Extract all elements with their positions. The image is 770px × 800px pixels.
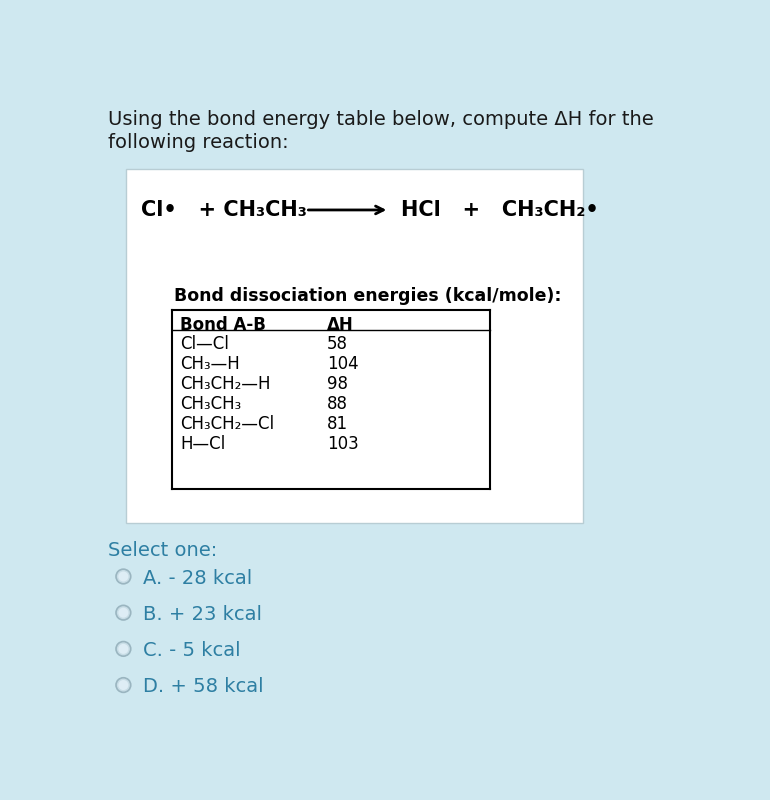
Text: 103: 103	[327, 435, 359, 453]
Text: A. - 28 kcal: A. - 28 kcal	[142, 569, 252, 588]
Text: Select one:: Select one:	[108, 541, 217, 560]
Text: 104: 104	[327, 354, 359, 373]
Text: ΔH: ΔH	[327, 316, 354, 334]
Text: 88: 88	[327, 394, 348, 413]
Text: Bond A-B: Bond A-B	[180, 316, 266, 334]
Text: HCl   +   CH₃CH₂•: HCl + CH₃CH₂•	[401, 200, 598, 220]
Circle shape	[119, 644, 129, 654]
Text: Using the bond energy table below, compute ΔH for the: Using the bond energy table below, compu…	[108, 110, 654, 129]
Text: CH₃—H: CH₃—H	[180, 354, 239, 373]
Text: D. + 58 kcal: D. + 58 kcal	[142, 678, 263, 696]
Circle shape	[116, 678, 131, 692]
Circle shape	[116, 606, 131, 620]
Text: CH₃CH₂—Cl: CH₃CH₂—Cl	[180, 414, 274, 433]
Text: H—Cl: H—Cl	[180, 435, 225, 453]
Circle shape	[116, 642, 131, 656]
Text: C. - 5 kcal: C. - 5 kcal	[142, 641, 240, 660]
Text: Cl—Cl: Cl—Cl	[180, 334, 229, 353]
Text: B. + 23 kcal: B. + 23 kcal	[142, 605, 262, 624]
Text: CH₃CH₂—H: CH₃CH₂—H	[180, 374, 270, 393]
Text: 58: 58	[327, 334, 348, 353]
Text: Cl•   + CH₃CH₃: Cl• + CH₃CH₃	[141, 200, 307, 220]
Text: 81: 81	[327, 414, 348, 433]
Circle shape	[116, 569, 131, 584]
Text: CH₃CH₃: CH₃CH₃	[180, 394, 241, 413]
Text: following reaction:: following reaction:	[108, 133, 289, 152]
Circle shape	[119, 608, 129, 618]
Circle shape	[119, 571, 129, 582]
Text: 98: 98	[327, 374, 348, 393]
Text: Bond dissociation energies (kcal/mole):: Bond dissociation energies (kcal/mole):	[174, 287, 561, 305]
Circle shape	[119, 680, 129, 690]
Bar	[126, 169, 583, 523]
